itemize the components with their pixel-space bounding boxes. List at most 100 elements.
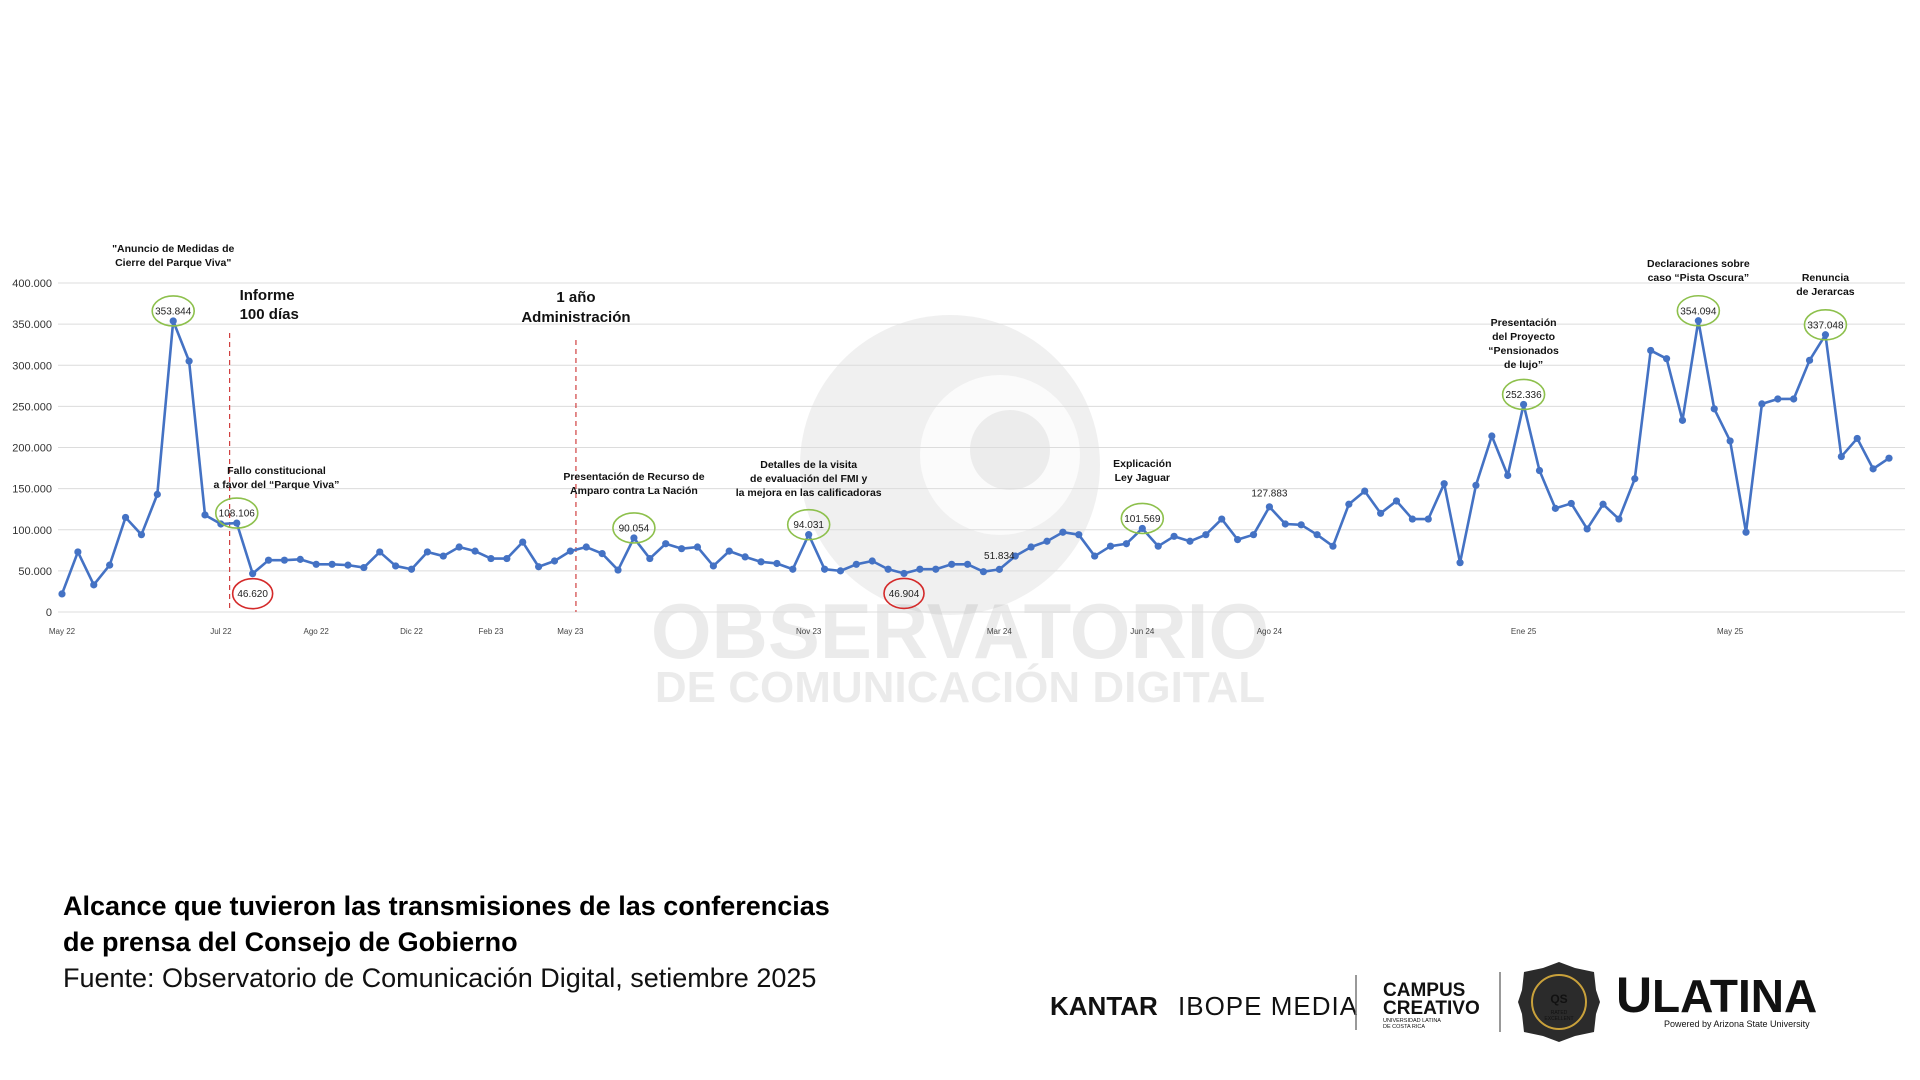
- data-label: 46.904: [889, 589, 920, 600]
- label-circle: [1501, 378, 1546, 411]
- point: [137, 531, 146, 539]
- label-circle: [151, 295, 196, 327]
- point: [646, 554, 654, 563]
- point: [74, 548, 82, 556]
- x-tick-label: Nov 23: [796, 627, 822, 636]
- y-tick-label: 100.000: [12, 525, 52, 537]
- annotation: Informe: [240, 287, 295, 304]
- point: [1694, 317, 1702, 325]
- x-tick-label: Mar 24: [987, 627, 1012, 636]
- watermark-logo-pupil: [970, 410, 1050, 490]
- annotation: la mejora en las calificadoras: [736, 487, 882, 499]
- point: [1281, 520, 1289, 528]
- data-label: 337.048: [1807, 320, 1844, 331]
- point: [264, 556, 273, 564]
- point: [1647, 346, 1655, 355]
- point: [709, 562, 717, 570]
- data-label: 46.620: [237, 589, 268, 600]
- point: [328, 560, 336, 568]
- point: [1678, 416, 1687, 424]
- point: [1218, 515, 1226, 523]
- point: [312, 560, 320, 568]
- point: [1424, 515, 1432, 523]
- point: [932, 565, 940, 573]
- label-circle: [1803, 308, 1848, 341]
- y-tick-label: 0: [46, 607, 52, 619]
- point: [1535, 466, 1544, 475]
- point: [1488, 432, 1496, 440]
- logo-powered: Powered by Arizona State University: [1664, 1019, 1810, 1029]
- point: [1122, 540, 1131, 548]
- logo-campus-sub: DE COSTA RICA: [1383, 1024, 1425, 1030]
- point: [1377, 509, 1385, 517]
- annotation: Administración: [521, 309, 630, 326]
- annotation: de evaluación del FMI y: [750, 473, 867, 485]
- point: [1361, 487, 1369, 495]
- annotations: "Anuncio de Medidas de Cierre del Parque…: [112, 243, 1855, 499]
- point: [1329, 542, 1337, 550]
- data-label: 101.569: [1124, 514, 1161, 525]
- point: [1742, 528, 1750, 536]
- point: [1027, 543, 1035, 551]
- point: [1631, 475, 1639, 483]
- annotation: "Anuncio de Medidas de: [112, 243, 234, 255]
- point: [1853, 434, 1861, 443]
- logo-badge-text: EXCELLENT: [1544, 1016, 1573, 1022]
- annotation: de Jerarcas: [1796, 286, 1855, 298]
- data-label: 51.834: [984, 551, 1015, 562]
- point: [1726, 437, 1734, 445]
- logo-kantar: KANTAR: [1050, 991, 1158, 1021]
- point: [344, 561, 352, 569]
- point: [471, 547, 479, 555]
- x-tick-label: Feb 23: [478, 627, 503, 636]
- point: [884, 565, 892, 573]
- point: [1440, 480, 1448, 488]
- point: [439, 552, 447, 560]
- point: [1313, 531, 1321, 539]
- point: [1091, 552, 1099, 560]
- annotation: Renuncia: [1802, 272, 1849, 284]
- point: [1710, 405, 1718, 413]
- point: [503, 554, 511, 563]
- label-circle: [231, 577, 274, 610]
- annotation: Declaraciones sobre: [1647, 258, 1750, 270]
- point: [820, 565, 829, 573]
- point: [1520, 400, 1528, 409]
- point: [1615, 515, 1623, 523]
- annotation: Presentación: [1491, 317, 1557, 329]
- point: [153, 490, 161, 498]
- point: [1138, 524, 1146, 533]
- x-tick-label: Jun 24: [1130, 627, 1155, 636]
- annotation: de lujo”: [1504, 359, 1543, 371]
- point: [1790, 395, 1798, 403]
- point: [677, 545, 686, 553]
- point: [1551, 504, 1559, 512]
- point: [1662, 355, 1671, 363]
- point: [1059, 528, 1067, 536]
- watermark-logo-eye: [920, 375, 1080, 535]
- data-label: 94.031: [793, 520, 824, 531]
- point: [1504, 471, 1512, 480]
- y-tick-label: 250.000: [12, 401, 52, 413]
- point: [1202, 531, 1210, 539]
- point: [1249, 531, 1258, 539]
- point: [1567, 499, 1575, 508]
- point: [1774, 395, 1782, 403]
- label-circle: [612, 512, 656, 544]
- point: [741, 553, 749, 561]
- point: [1392, 497, 1401, 505]
- point: [1456, 559, 1464, 567]
- logo-campus-sub: UNIVERSIDAD LATINA: [1383, 1018, 1441, 1024]
- y-tick-label: 400.000: [12, 278, 52, 290]
- point: [1043, 537, 1051, 545]
- point: [407, 565, 416, 573]
- point: [662, 540, 670, 548]
- point: [630, 534, 638, 542]
- point: [1758, 400, 1766, 408]
- point: [169, 317, 177, 325]
- point: [1821, 331, 1830, 339]
- point: [598, 550, 606, 558]
- point: [852, 560, 860, 568]
- logo-ulatina: LATINA: [1652, 970, 1817, 1022]
